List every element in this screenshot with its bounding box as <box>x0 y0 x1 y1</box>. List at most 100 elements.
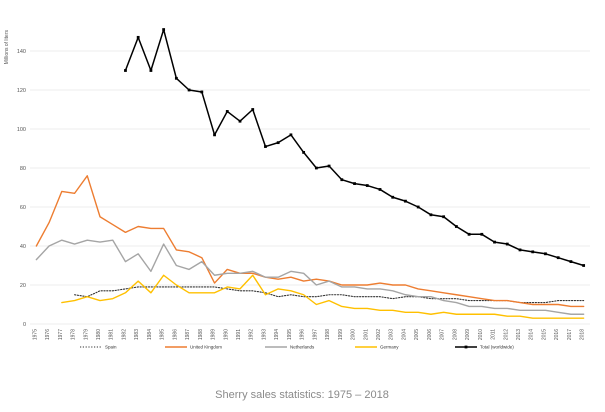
data-point <box>493 240 496 244</box>
data-point <box>404 199 407 203</box>
x-tick-label: 1993 <box>261 329 267 340</box>
x-axis: 1975 1976 1977 1978 1979 1980 1981 1982 1983 1984… <box>32 329 585 340</box>
data-point <box>162 28 166 31</box>
data-point <box>289 133 293 137</box>
data-point <box>467 232 471 236</box>
x-tick-label: 1994 <box>274 329 280 340</box>
data-point <box>124 69 127 72</box>
x-tick-label: 1997 <box>312 329 318 340</box>
series-germany <box>61 274 585 319</box>
data-point <box>264 145 267 148</box>
legend-label: Netherlands <box>290 345 315 350</box>
y-tick-label: 100 <box>17 127 26 133</box>
y-tick-label: 60 <box>20 205 26 211</box>
x-tick-label: 2014 <box>529 329 535 340</box>
data-point <box>353 182 356 185</box>
x-tick-label: 1985 <box>160 329 166 340</box>
data-point <box>378 188 382 191</box>
legend-marker <box>464 345 468 349</box>
legend-label: Spain <box>105 345 117 350</box>
data-point <box>213 133 216 137</box>
x-tick-label: 2010 <box>478 329 484 340</box>
x-tick-label: 1983 <box>134 329 140 340</box>
data-point <box>442 215 446 219</box>
x-tick-label: 2008 <box>452 329 458 340</box>
x-tick-label: 1995 <box>287 329 293 340</box>
series-line <box>61 274 585 319</box>
data-point <box>314 166 318 170</box>
legend-item: Total (worldwide) <box>455 345 514 350</box>
x-tick-label: 2007 <box>440 329 446 340</box>
x-tick-label: 2004 <box>401 329 407 340</box>
x-tick-label: 2009 <box>465 329 471 340</box>
x-tick-label: 1998 <box>325 329 331 340</box>
x-tick-label: 2018 <box>580 329 586 340</box>
data-point <box>251 108 255 111</box>
data-point <box>531 250 535 254</box>
legend-label: Germany <box>380 345 399 350</box>
x-tick-label: 1991 <box>236 329 242 340</box>
data-point <box>149 69 153 72</box>
chart-caption: Sherry sales statistics: 1975 – 2018 <box>215 389 389 401</box>
legend-item: Spain <box>80 345 117 350</box>
x-tick-label: 1981 <box>109 329 115 340</box>
legend: Spain United Kingdom Netherlands Germany Tot… <box>80 345 514 350</box>
y-tick-label: 140 <box>17 49 26 55</box>
y-tick-label: 120 <box>17 88 26 94</box>
data-point <box>429 213 433 217</box>
x-tick-label: 1978 <box>71 329 77 340</box>
x-tick-label: 2002 <box>376 329 382 340</box>
x-tick-label: 2000 <box>351 329 357 340</box>
data-point <box>480 232 484 236</box>
data-point <box>556 256 560 260</box>
y-tick-label: 20 <box>20 283 26 289</box>
data-point <box>454 225 458 228</box>
x-tick-label: 1977 <box>58 329 64 340</box>
x-tick-label: 1982 <box>121 329 127 340</box>
x-tick-label: 1990 <box>223 329 229 340</box>
legend-item: United Kingdom <box>165 345 222 350</box>
x-tick-label: 1986 <box>172 329 178 340</box>
data-point <box>365 184 369 187</box>
data-point <box>544 252 547 256</box>
data-point <box>416 205 420 209</box>
x-tick-label: 1984 <box>147 329 153 340</box>
data-point <box>505 242 509 246</box>
data-point <box>200 90 204 94</box>
x-tick-label: 1999 <box>338 329 344 340</box>
y-tick-label: 80 <box>20 166 26 172</box>
series-netherlands <box>35 239 585 315</box>
data-point <box>174 76 178 80</box>
data-point <box>276 141 280 145</box>
y-tick-label: 40 <box>20 244 26 250</box>
data-point <box>225 110 229 113</box>
data-point <box>187 88 191 92</box>
data-point <box>302 151 306 154</box>
x-tick-label: 1979 <box>83 329 89 340</box>
data-point <box>391 195 395 199</box>
legend-item: Netherlands <box>265 345 315 350</box>
series-total-worldwide <box>124 28 586 267</box>
y-tick-label: 0 <box>23 322 26 328</box>
series-line <box>124 28 585 267</box>
x-tick-label: 1975 <box>32 329 38 340</box>
x-tick-label: 2011 <box>491 329 497 340</box>
x-tick-label: 1996 <box>300 329 306 340</box>
series-lines <box>35 28 586 319</box>
x-tick-label: 1988 <box>198 329 204 340</box>
x-tick-label: 2012 <box>503 329 509 340</box>
x-tick-label: 1976 <box>45 329 51 340</box>
y-axis-label: Millions of liters <box>4 30 10 65</box>
x-tick-label: 2013 <box>516 329 522 340</box>
series-line <box>35 175 585 308</box>
x-tick-label: 2017 <box>567 329 573 340</box>
x-tick-label: 2001 <box>363 329 369 340</box>
gridlines <box>30 50 590 325</box>
x-tick-label: 2016 <box>554 329 560 340</box>
series-line <box>35 239 585 315</box>
x-tick-label: 1987 <box>185 329 191 340</box>
x-tick-label: 1980 <box>96 329 102 340</box>
data-point <box>582 264 586 267</box>
